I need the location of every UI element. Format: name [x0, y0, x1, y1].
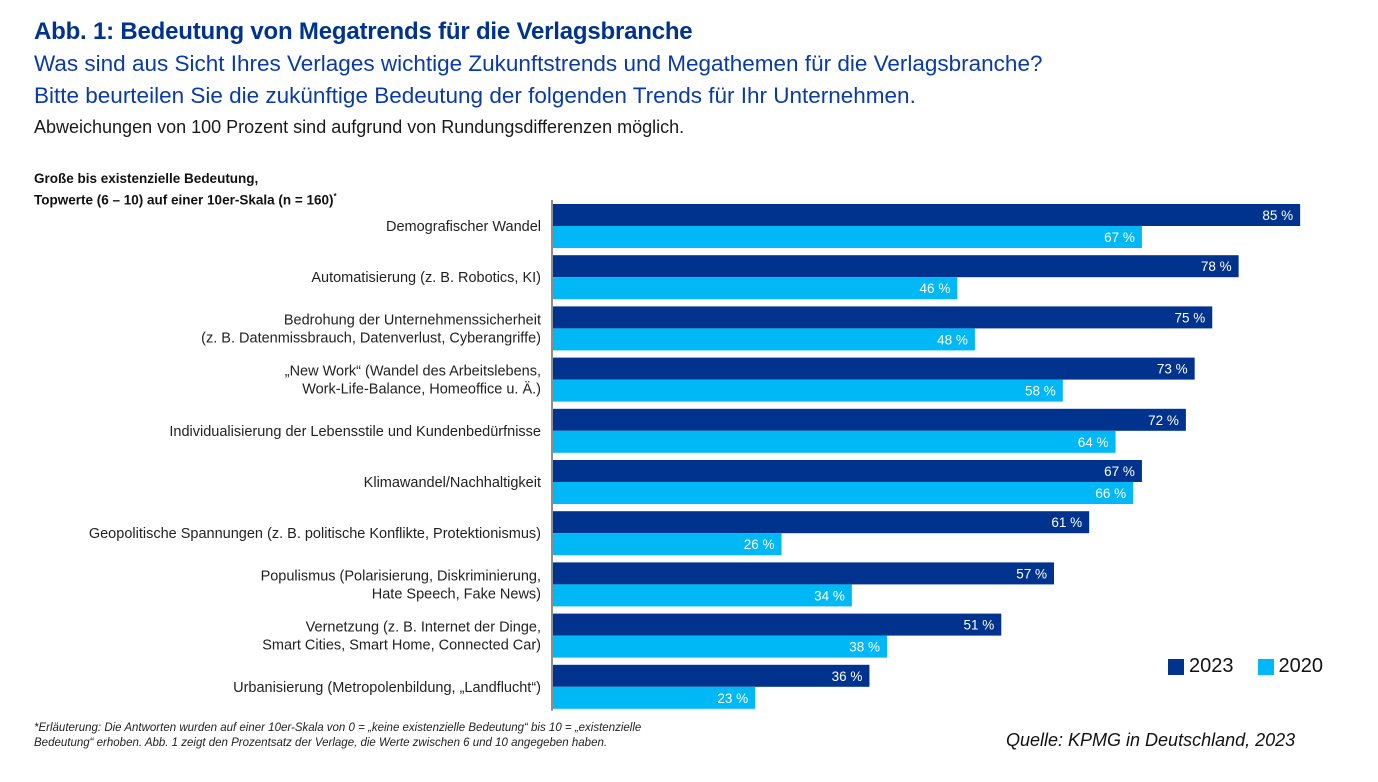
footnote: *Erläuterung: Die Antworten wurden auf e…	[34, 721, 794, 751]
footnote-line2: Bedeutung“ erhoben. Abb. 1 zeigt den Pro…	[34, 737, 608, 749]
footnote-marker: *	[333, 192, 337, 201]
bar-2020	[553, 584, 852, 607]
bar-2020	[553, 482, 1134, 504]
category-label: Smart Cities, Smart Home, Connected Car)	[262, 638, 541, 654]
value-label-2020: 66 %	[1095, 486, 1126, 501]
footnote-line1: *Erläuterung: Die Antworten wurden auf e…	[34, 722, 642, 734]
bar-group: 57 % 34 % Populismus (Polarisierung, Diskr…	[261, 562, 1055, 607]
value-label-2023: 72 %	[1148, 413, 1179, 428]
bar-2023	[553, 460, 1142, 482]
axis-caption-line1: Große bis existenzielle Bedeutung,	[34, 171, 259, 186]
value-label-2020: 23 %	[717, 691, 748, 706]
value-label-2020: 26 %	[744, 537, 775, 552]
source-credit: Quelle: KPMG in Deutschland, 2023	[1006, 730, 1296, 750]
chart-subtitle-question: Was sind aus Sicht Ihres Verlages wichti…	[34, 51, 1043, 76]
bar-2020	[553, 533, 782, 556]
value-label-2023: 67 %	[1104, 464, 1135, 479]
value-label-2023: 51 %	[964, 618, 995, 633]
category-label: Klimawandel/Nachhaltigkeit	[364, 475, 541, 491]
bar-group: 85 % 67 % Demografischer Wandel	[386, 204, 1301, 248]
category-label: Automatisierung (z. B. Robotics, KI)	[311, 270, 541, 286]
category-label: Bedrohung der Unternehmenssicherheit	[284, 312, 541, 328]
bar-2023	[553, 664, 870, 687]
bar-2023	[553, 204, 1301, 226]
bar-2023	[553, 562, 1055, 585]
value-label-2020: 64 %	[1078, 435, 1109, 450]
bar-group: 61 % 26 % Geopolitische Spannungen (z. B. …	[89, 511, 1090, 556]
bar-2023	[553, 511, 1090, 534]
axis-caption: Große bis existenzielle Bedeutung, Topwe…	[34, 170, 337, 210]
bar-group: 78 % 46 % Automatisierung (z. B. Robotics,…	[311, 255, 1239, 300]
category-label: Hate Speech, Fake News)	[372, 586, 541, 602]
legend-label-2023: 2023	[1189, 655, 1234, 677]
category-label: Work-Life-Balance, Homeoffice u. Ä.)	[302, 381, 541, 398]
bar-group: 72 % 64 % Individualisierung der Lebenssti…	[169, 408, 1186, 453]
bar-group: 67 % 66 % Klimawandel/Nachhaltigkeit	[364, 460, 1142, 504]
category-label: (z. B. Datenmissbrauch, Datenverlust, Cy…	[201, 330, 541, 346]
bar-2020	[553, 635, 888, 658]
bar-2020	[553, 686, 756, 709]
value-label-2020: 48 %	[937, 332, 968, 347]
axis-caption-line2-text: Topwerte (6 – 10) auf einer 10er-Skala (…	[34, 192, 334, 208]
bar-2020	[553, 226, 1142, 248]
bar-group: 75 % 48 % Bedrohung der Unternehmenssicher…	[201, 306, 1213, 351]
value-label-2020: 67 %	[1104, 230, 1135, 245]
legend-item-2020: 2020	[1257, 655, 1324, 678]
legend: 2023 2020	[1168, 655, 1337, 678]
bar-2023	[553, 613, 1002, 636]
legend-swatch-2023	[1168, 658, 1184, 675]
value-label-2020: 38 %	[849, 640, 880, 655]
category-label: „New Work“ (Wandel des Arbeitslebens,	[285, 364, 541, 380]
chart-title: Abb. 1: Bedeutung von Megatrends für die…	[34, 18, 693, 45]
bar-group: 51 % 38 % Vernetzung (z. B. Internet der D…	[262, 613, 1002, 658]
chart-subtitle-instruction: Bitte beurteilen Sie die zukünftige Bede…	[34, 83, 916, 108]
legend-item-2023: 2023	[1168, 655, 1234, 678]
bar-2020	[553, 430, 1116, 453]
category-label: Urbanisierung (Metropolenbildung, „Landf…	[233, 680, 541, 696]
category-label: Demografischer Wandel	[386, 219, 541, 235]
category-label: Geopolitische Spannungen (z. B. politisc…	[89, 526, 541, 542]
bar-group: 73 % 58 % „New Work“ (Wandel des Arbeitsle…	[285, 357, 1195, 402]
value-label-2020: 46 %	[920, 281, 951, 296]
bar-group: 36 % 23 % Urbanisierung (Metropolenbildung…	[233, 664, 870, 709]
axis-caption-line2: Topwerte (6 – 10) auf einer 10er-Skala (…	[34, 188, 337, 210]
legend-label-2020: 2020	[1278, 655, 1324, 677]
value-label-2023: 75 %	[1174, 310, 1205, 325]
bar-2020	[553, 328, 975, 351]
bars-layer: 85 % 67 % Demografischer Wandel 78 % 46 % Aut…	[89, 204, 1301, 709]
bar-2023	[553, 357, 1195, 380]
value-label-2023: 73 %	[1157, 362, 1188, 377]
value-label-2023: 61 %	[1051, 515, 1082, 530]
bar-2020	[553, 379, 1063, 402]
value-label-2023: 57 %	[1016, 566, 1047, 581]
bar-2023	[553, 408, 1186, 431]
bar-2023	[553, 255, 1239, 278]
value-label-2023: 78 %	[1201, 259, 1232, 274]
value-label-2023: 85 %	[1262, 208, 1293, 223]
category-label: Populismus (Polarisierung, Diskriminieru…	[261, 568, 541, 584]
category-label: Individualisierung der Lebensstile und K…	[169, 424, 541, 440]
legend-swatch-2020	[1257, 658, 1274, 675]
value-label-2023: 36 %	[832, 669, 863, 684]
bar-2020	[553, 277, 958, 300]
rounding-note: Abweichungen von 100 Prozent sind aufgru…	[34, 117, 685, 137]
value-label-2020: 58 %	[1025, 384, 1056, 399]
category-label: Vernetzung (z. B. Internet der Dinge,	[306, 620, 541, 636]
bar-2023	[553, 306, 1213, 329]
value-label-2020: 34 %	[814, 588, 845, 603]
